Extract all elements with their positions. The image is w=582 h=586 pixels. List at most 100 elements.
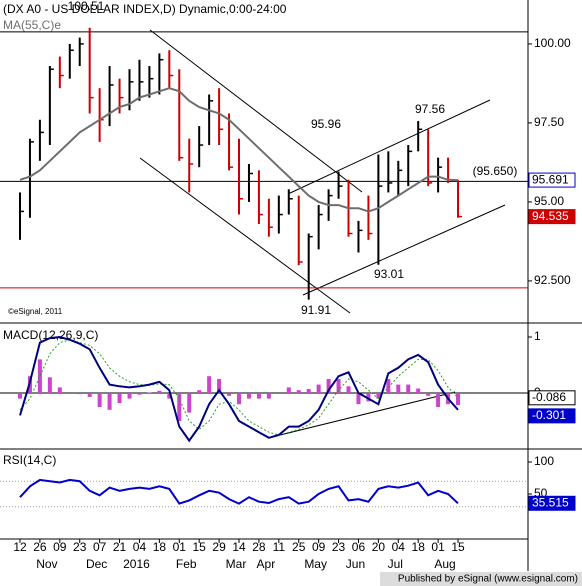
- histogram-bar: [117, 392, 122, 404]
- histogram-bar: [97, 392, 102, 407]
- histogram-bar: [316, 384, 321, 393]
- x-tick-label: 11: [273, 540, 286, 554]
- series-line: [19, 335, 459, 443]
- value-box: [528, 390, 576, 406]
- x-tick-label: 18: [412, 540, 426, 554]
- histogram-bar: [137, 392, 142, 395]
- x-tick-label: 06: [352, 540, 366, 554]
- x-tick-label: 23: [73, 540, 87, 554]
- histogram-bar: [127, 392, 132, 399]
- x-tick-label: 28: [252, 540, 266, 554]
- x-tick-label: 18: [153, 540, 167, 554]
- histogram-bar: [356, 392, 361, 405]
- x-tick-label: 29: [212, 540, 226, 554]
- y-tick-label: 97.50: [534, 115, 564, 129]
- x-month-label: Aug: [434, 557, 455, 571]
- x-tick-label: 20: [372, 540, 386, 554]
- x-month-label: Nov: [36, 557, 57, 571]
- x-tick-label: 15: [451, 540, 465, 554]
- histogram-bar: [436, 392, 441, 407]
- histogram-bar: [217, 378, 222, 393]
- histogram-bar: [376, 392, 381, 399]
- histogram-bar: [336, 378, 341, 393]
- value-box-label: 95.691: [532, 172, 569, 186]
- histogram-bar: [406, 384, 411, 393]
- histogram-bar: [346, 386, 351, 393]
- value-box: [528, 495, 576, 511]
- x-month-label: Mar: [226, 557, 247, 571]
- y-tick-label: 100.00: [534, 36, 571, 50]
- histogram-bar: [87, 392, 92, 397]
- histogram-bar: [197, 390, 202, 393]
- value-box-label: 94.535: [532, 209, 569, 223]
- x-tick-label: 07: [93, 540, 107, 554]
- legend-entry: MA(55,C)e: [3, 18, 61, 32]
- x-tick-label: 04: [133, 540, 147, 554]
- y-tick-label: 95.00: [534, 194, 564, 208]
- value-box: [528, 172, 576, 188]
- x-tick-label: 09: [312, 540, 326, 554]
- histogram-bar: [157, 390, 162, 393]
- footer-bg: [380, 572, 582, 586]
- trend-line: [139, 157, 351, 314]
- annotation: 100.51: [68, 0, 105, 13]
- x-month-label: Feb: [176, 557, 197, 571]
- annotation: 91.91: [301, 303, 331, 317]
- histogram-bar: [47, 377, 52, 393]
- histogram-bar: [256, 392, 261, 399]
- histogram-bar: [296, 390, 301, 393]
- x-tick-label: 01: [173, 540, 187, 554]
- trend-line: [287, 99, 491, 195]
- value-box-label: 35.515: [532, 495, 569, 509]
- histogram-bar: [187, 392, 192, 413]
- chart-title: (DX A0 - US DOLLAR INDEX,D) Dynamic,0:00…: [3, 2, 287, 16]
- histogram-bar: [246, 392, 251, 399]
- y-tick-label: 100: [534, 454, 554, 468]
- series-line: [19, 87, 459, 213]
- x-tick-label: 25: [292, 540, 306, 554]
- histogram-bar: [167, 392, 172, 399]
- value-box-label: -0.086: [532, 390, 566, 404]
- histogram-bar: [147, 392, 152, 393]
- histogram-bar: [37, 359, 42, 393]
- histogram-bar: [286, 387, 291, 393]
- histogram-bar: [77, 392, 82, 395]
- histogram-bar: [266, 392, 271, 399]
- y-tick-label: 1: [534, 329, 541, 343]
- value-box: [528, 408, 576, 424]
- histogram-bar: [57, 387, 62, 393]
- histogram-bar: [456, 392, 461, 406]
- x-tick-label: 26: [33, 540, 47, 554]
- x-tick-label: 04: [392, 540, 406, 554]
- x-tick-label: 12: [13, 540, 27, 554]
- histogram-bar: [326, 378, 331, 393]
- x-month-label: Apr: [257, 557, 276, 571]
- y-tick-label: 92.500: [534, 273, 571, 287]
- x-month-label: Jun: [346, 557, 365, 571]
- histogram-bar: [386, 378, 391, 393]
- footnote: ©eSignal, 2011: [8, 307, 63, 316]
- x-tick-label: 15: [193, 540, 207, 554]
- histogram-bar: [366, 392, 371, 402]
- x-tick-label: 09: [53, 540, 67, 554]
- series-line: [19, 478, 459, 505]
- x-month-label: Jul: [388, 557, 403, 571]
- annotation: 97.56: [415, 102, 445, 116]
- x-tick-label: 01: [431, 540, 445, 554]
- histogram-bar: [306, 389, 311, 393]
- annotation: 95.96: [311, 117, 341, 131]
- value-box: [528, 209, 576, 225]
- x-month-label: Dec: [86, 557, 107, 571]
- pane-title: RSI(14,C): [3, 453, 56, 467]
- trend-line: [271, 391, 456, 438]
- histogram-bar: [396, 384, 401, 393]
- annotation: (95.650): [473, 164, 518, 178]
- x-month-label: May: [304, 557, 327, 571]
- annotation: 93.01: [374, 267, 404, 281]
- x-month-label: 2016: [123, 557, 150, 571]
- value-box-label: -0.301: [532, 408, 566, 422]
- histogram-bar: [177, 392, 182, 422]
- histogram-bar: [227, 392, 232, 396]
